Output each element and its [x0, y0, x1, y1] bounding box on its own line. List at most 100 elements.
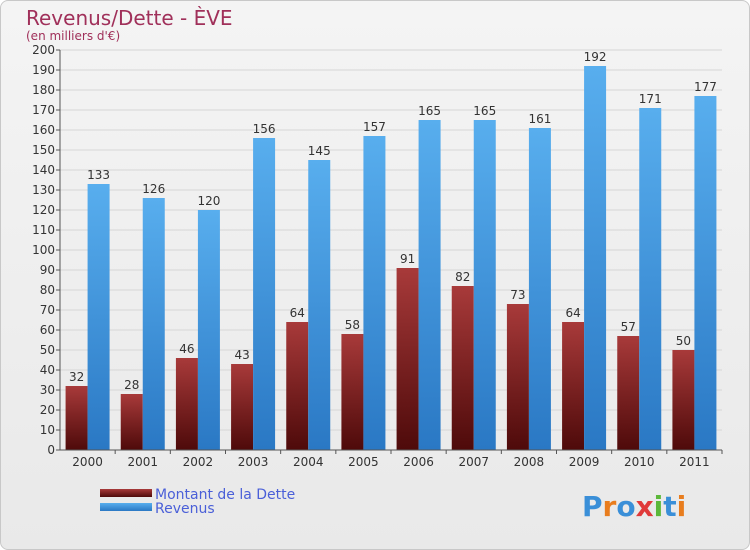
data-label: 32 [69, 370, 84, 384]
x-tick-label: 2003 [238, 455, 269, 469]
bar-revenue [528, 128, 551, 450]
bar-debt [175, 358, 198, 450]
y-tick-label: 140 [32, 163, 55, 177]
x-tick-label: 2002 [183, 455, 214, 469]
x-tick-label: 2011 [679, 455, 710, 469]
bar-debt [231, 364, 254, 450]
y-tick-label: 20 [40, 403, 55, 417]
legend-swatch-revenue [100, 503, 152, 511]
data-label: 192 [584, 50, 607, 64]
y-tick-label: 30 [40, 383, 55, 397]
legend-label-revenue: Revenus [155, 501, 215, 517]
data-label: 145 [308, 144, 331, 158]
legend-label-debt: Montant de la Dette [155, 487, 295, 503]
bar-revenue [197, 210, 220, 450]
y-tick-label: 130 [32, 183, 55, 197]
y-tick-label: 10 [40, 423, 55, 437]
logo-letter: i [654, 490, 664, 523]
x-tick-label: 2006 [403, 455, 434, 469]
y-tick-label: 0 [47, 443, 55, 457]
legend-swatch-debt [100, 489, 152, 497]
data-label: 161 [528, 112, 551, 126]
y-tick-label: 180 [32, 83, 55, 97]
bar-debt [341, 334, 364, 450]
bar-revenue [308, 160, 331, 450]
x-tick-label: 2007 [458, 455, 489, 469]
bar-debt [396, 268, 419, 450]
bar-revenue [694, 96, 717, 450]
data-label: 58 [345, 318, 360, 332]
y-tick-label: 190 [32, 63, 55, 77]
logo-letter: r [603, 490, 617, 523]
data-label: 120 [197, 194, 220, 208]
y-tick-label: 160 [32, 123, 55, 137]
bar-revenue [639, 108, 662, 450]
y-tick-label: 80 [40, 283, 55, 297]
bar-revenue [418, 120, 441, 450]
bar-debt [562, 322, 585, 450]
bar-debt [120, 394, 143, 450]
bar-revenue [473, 120, 496, 450]
data-label: 177 [694, 80, 717, 94]
chart-subtitle: (en milliers d'€) [26, 29, 120, 43]
bar-revenue [253, 138, 276, 450]
data-label: 91 [400, 252, 415, 266]
x-axis-ticks: 2000 2001 2002 2003 2004 2005 2006 2007 2008 2009… [72, 450, 723, 469]
y-axis-ticks: 0 10 20 30 40 50 60 70 80 90 100 110 120 130 140 150 160… [32, 43, 60, 457]
data-label: 82 [455, 270, 470, 284]
data-label: 126 [142, 182, 165, 196]
bar-revenue [584, 66, 607, 450]
y-tick-label: 100 [32, 243, 55, 257]
logo-letter: x [636, 490, 654, 523]
bar-debt [672, 350, 695, 450]
bar-debt [451, 286, 474, 450]
bar-debt [617, 336, 640, 450]
data-label: 156 [253, 122, 276, 136]
bar-revenue [87, 184, 110, 450]
x-tick-label: 2000 [72, 455, 103, 469]
data-label: 50 [676, 334, 691, 348]
y-tick-label: 90 [40, 263, 55, 277]
data-label: 64 [565, 306, 580, 320]
x-tick-label: 2005 [348, 455, 379, 469]
x-tick-label: 2001 [127, 455, 158, 469]
logo-letter: o [616, 490, 635, 523]
logo-letter: i [677, 490, 687, 523]
bar-revenue [363, 136, 386, 450]
y-tick-label: 50 [40, 343, 55, 357]
y-tick-label: 110 [32, 223, 55, 237]
data-label: 57 [621, 320, 636, 334]
logo-letter: t [663, 490, 676, 523]
svg-text:Proxiti: Proxiti [582, 490, 686, 523]
data-label: 28 [124, 378, 139, 392]
proxiti-logo: Proxiti [582, 490, 686, 523]
bar-debt [65, 386, 88, 450]
data-label: 64 [290, 306, 305, 320]
bar-revenue [142, 198, 165, 450]
y-tick-label: 170 [32, 103, 55, 117]
data-label: 165 [473, 104, 496, 118]
y-tick-label: 200 [32, 43, 55, 57]
y-tick-label: 150 [32, 143, 55, 157]
data-label: 73 [510, 288, 525, 302]
data-label: 43 [234, 348, 249, 362]
x-tick-label: 2004 [293, 455, 324, 469]
y-tick-label: 60 [40, 323, 55, 337]
bar-debt [286, 322, 309, 450]
data-label: 171 [639, 92, 662, 106]
y-tick-label: 40 [40, 363, 55, 377]
y-tick-label: 120 [32, 203, 55, 217]
x-tick-label: 2010 [624, 455, 655, 469]
data-label: 46 [179, 342, 194, 356]
bar-debt [506, 304, 529, 450]
data-label: 157 [363, 120, 386, 134]
chart-title: Revenus/Dette - ÈVE [26, 6, 233, 30]
legend: Montant de la Dette Revenus [100, 487, 295, 517]
x-tick-label: 2009 [569, 455, 600, 469]
bars [65, 66, 717, 450]
data-label: 133 [87, 168, 110, 182]
x-tick-label: 2008 [514, 455, 545, 469]
y-tick-label: 70 [40, 303, 55, 317]
logo-letter: P [582, 490, 603, 523]
